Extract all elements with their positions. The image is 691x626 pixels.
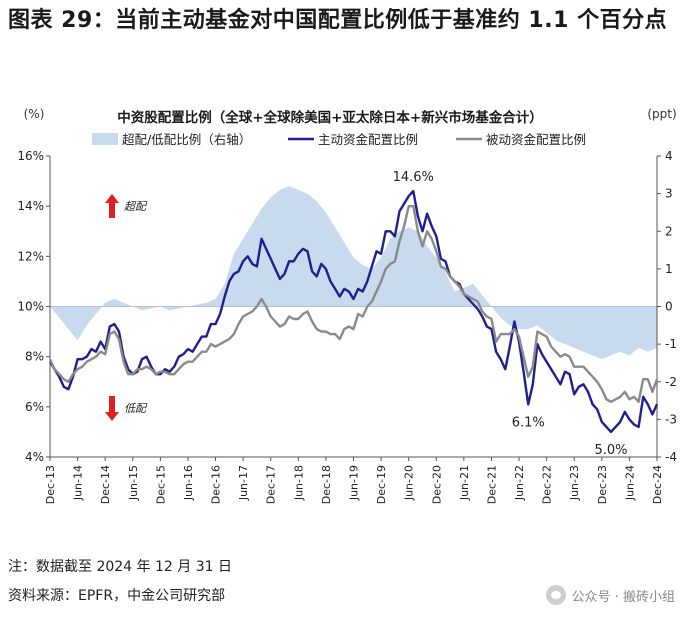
right-tick-label: -1 (665, 337, 677, 351)
chart-title: 中资股配置比例（全球+全球除美国+亚太除日本+新兴市场基金合计） (117, 109, 542, 126)
data-label: 6.1% (512, 415, 545, 430)
chart-svg: 4% 6% 8% 10% 12% 14% 16% -4 -3 -2 -1 0 1 2 3 4 Dec-13 Jun… (17, 107, 677, 504)
watermark-text: 公众号 · 搬砖小组 (571, 589, 675, 605)
x-tick-label: Dec-14 (99, 465, 112, 504)
x-tick-label: Jun-24 (623, 465, 636, 501)
x-tick-label: Dec-15 (154, 465, 167, 504)
underweight-arrow-icon (105, 396, 119, 421)
legend-label-area: 超配/低配比例（右轴） (122, 132, 251, 147)
x-tick-label: Dec-20 (430, 465, 443, 504)
x-tick-label: Jun-18 (292, 465, 305, 501)
x-tick-label: Dec-19 (375, 465, 388, 504)
x-tick-label: Jun-23 (568, 465, 581, 501)
right-tick-label: 0 (665, 300, 673, 314)
overweight-arrow-icon (105, 194, 119, 218)
right-tick-label: 3 (665, 187, 673, 201)
right-tick-label: 2 (665, 224, 673, 238)
x-tick-label: Dec-21 (485, 465, 498, 504)
right-tick-label: 4 (665, 149, 673, 163)
left-axis-unit: (%) (24, 107, 45, 121)
figure-title: 图表 29：当前主动基金对中国配置比例低于基准约 1.1 个百分点 (8, 8, 668, 33)
left-tick-label: 14% (17, 199, 44, 213)
x-tick-label: Jun-16 (182, 465, 195, 501)
x-tick-label: Jun-14 (72, 465, 85, 501)
wechat-icon (545, 585, 566, 605)
overweight-label: 超配 (124, 200, 148, 213)
x-tick-label: Jun-15 (127, 465, 140, 501)
right-tick-label: -4 (665, 450, 677, 464)
right-axis-unit: (ppt) (647, 107, 676, 121)
overweight-area (50, 186, 657, 360)
left-tick-label: 8% (25, 350, 44, 364)
left-tick-label: 12% (17, 249, 44, 263)
x-tick-label: Jun-22 (513, 465, 526, 501)
x-tick-label: Dec-22 (541, 465, 554, 504)
legend-label-active: 主动资金配置比例 (318, 132, 418, 147)
chart-container: 4% 6% 8% 10% 12% 14% 16% -4 -3 -2 -1 0 1 2 3 4 Dec-13 Jun… (0, 96, 691, 536)
x-tick-label: Dec-16 (210, 465, 223, 504)
right-tick-label: 1 (665, 262, 673, 276)
x-tick-label: Jun-19 (348, 465, 361, 501)
legend-swatch-area (92, 133, 118, 145)
x-tick-label: Dec-23 (596, 465, 609, 504)
x-tick-label: Jun-17 (237, 465, 250, 501)
left-tick-label: 6% (25, 400, 44, 414)
x-tick-label: Dec-17 (265, 465, 278, 504)
passive-fund-line (48, 205, 659, 403)
data-label: 14.6% (393, 170, 434, 185)
x-tick-label: Dec-24 (651, 465, 664, 504)
watermark: 公众号 · 搬砖小组 (545, 585, 675, 605)
x-tick-label: Jun-21 (458, 465, 471, 501)
right-tick-label: -3 (665, 412, 677, 426)
left-tick-label: 10% (17, 300, 44, 314)
x-tick-label: Dec-13 (44, 465, 57, 504)
legend-label-passive: 被动资金配置比例 (486, 132, 586, 147)
left-tick-label: 16% (17, 149, 44, 163)
right-tick-label: -2 (665, 375, 677, 389)
underweight-label: 低配 (124, 402, 148, 415)
left-tick-label: 4% (25, 450, 44, 464)
data-label: 5.0% (594, 443, 627, 458)
source-note: 资料来源：EPFR，中金公司研究部 (8, 588, 226, 604)
x-tick-label: Dec-18 (320, 465, 333, 504)
active-fund-line (48, 189, 659, 434)
x-tick-label: Jun-20 (403, 465, 416, 501)
footnote: 注：数据截至 2024 年 12 月 31 日 (8, 559, 232, 575)
